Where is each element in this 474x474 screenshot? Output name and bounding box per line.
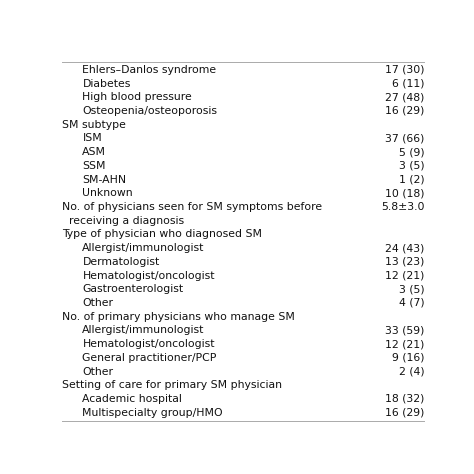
Text: Hematologist/oncologist: Hematologist/oncologist xyxy=(82,271,215,281)
Text: 37 (66): 37 (66) xyxy=(385,133,425,144)
Text: Other: Other xyxy=(82,298,113,308)
Text: 3 (5): 3 (5) xyxy=(399,284,425,294)
Text: Ehlers–Danlos syndrome: Ehlers–Danlos syndrome xyxy=(82,65,217,75)
Text: 2 (4): 2 (4) xyxy=(399,366,425,376)
Text: Diabetes: Diabetes xyxy=(82,79,131,89)
Text: Dermatologist: Dermatologist xyxy=(82,257,160,267)
Text: 33 (59): 33 (59) xyxy=(385,326,425,336)
Text: No. of primary physicians who manage SM: No. of primary physicians who manage SM xyxy=(62,312,295,322)
Text: No. of physicians seen for SM symptoms before: No. of physicians seen for SM symptoms b… xyxy=(62,202,322,212)
Text: 18 (32): 18 (32) xyxy=(385,394,425,404)
Text: 4 (7): 4 (7) xyxy=(399,298,425,308)
Text: Allergist/immunologist: Allergist/immunologist xyxy=(82,326,205,336)
Text: 9 (16): 9 (16) xyxy=(392,353,425,363)
Text: Setting of care for primary SM physician: Setting of care for primary SM physician xyxy=(62,380,282,390)
Text: 3 (5): 3 (5) xyxy=(399,161,425,171)
Text: 13 (23): 13 (23) xyxy=(385,257,425,267)
Text: SM-AHN: SM-AHN xyxy=(82,174,127,184)
Text: General practitioner/PCP: General practitioner/PCP xyxy=(82,353,217,363)
Text: Unknown: Unknown xyxy=(82,188,133,198)
Text: Academic hospital: Academic hospital xyxy=(82,394,182,404)
Text: Multispecialty group/HMO: Multispecialty group/HMO xyxy=(82,408,223,418)
Text: SM subtype: SM subtype xyxy=(62,119,126,130)
Text: Type of physician who diagnosed SM: Type of physician who diagnosed SM xyxy=(62,229,262,239)
Text: Hematologist/oncologist: Hematologist/oncologist xyxy=(82,339,215,349)
Text: ASM: ASM xyxy=(82,147,106,157)
Text: Other: Other xyxy=(82,366,113,376)
Text: 17 (30): 17 (30) xyxy=(385,65,425,75)
Text: 6 (11): 6 (11) xyxy=(392,79,425,89)
Text: 16 (29): 16 (29) xyxy=(385,106,425,116)
Text: Gastroenterologist: Gastroenterologist xyxy=(82,284,183,294)
Text: 24 (43): 24 (43) xyxy=(385,243,425,253)
Text: High blood pressure: High blood pressure xyxy=(82,92,192,102)
Text: Osteopenia/osteoporosis: Osteopenia/osteoporosis xyxy=(82,106,218,116)
Text: receiving a diagnosis: receiving a diagnosis xyxy=(62,216,184,226)
Text: 12 (21): 12 (21) xyxy=(385,339,425,349)
Text: 5.8±3.0: 5.8±3.0 xyxy=(381,202,425,212)
Text: 10 (18): 10 (18) xyxy=(385,188,425,198)
Text: 16 (29): 16 (29) xyxy=(385,408,425,418)
Text: 27 (48): 27 (48) xyxy=(385,92,425,102)
Text: 12 (21): 12 (21) xyxy=(385,271,425,281)
Text: ISM: ISM xyxy=(82,133,102,144)
Text: Allergist/immunologist: Allergist/immunologist xyxy=(82,243,205,253)
Text: 1 (2): 1 (2) xyxy=(399,174,425,184)
Text: 5 (9): 5 (9) xyxy=(399,147,425,157)
Text: SSM: SSM xyxy=(82,161,106,171)
